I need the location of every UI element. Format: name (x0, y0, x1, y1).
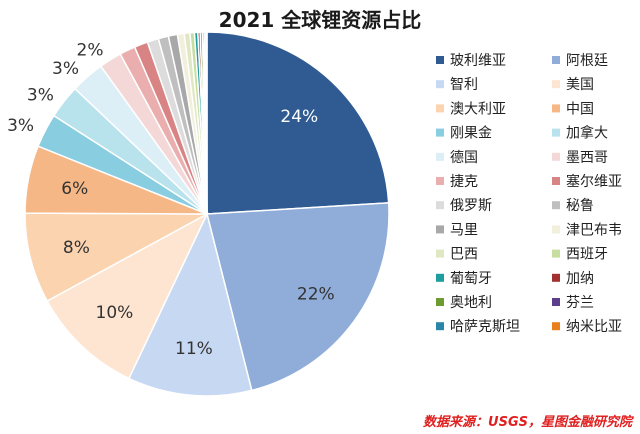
legend-swatch-5 (436, 104, 444, 113)
legend-label-12: 塞尔维亚 (566, 173, 622, 190)
legend-swatch-24 (552, 322, 560, 331)
legend-label-24: 纳米比亚 (566, 319, 622, 335)
legend-label-6: 中国 (566, 101, 594, 117)
legend-label-16: 津巴布韦 (566, 222, 622, 238)
legend-label-1: 玻利维亚 (450, 53, 506, 69)
legend-swatch-6 (552, 104, 560, 113)
legend-swatch-8 (552, 128, 560, 137)
slice-data-label-7: 3% (7, 116, 34, 136)
legend-swatch-15 (436, 225, 444, 234)
legend-label-8: 加拿大 (566, 125, 608, 142)
slice-data-label-3: 11% (175, 339, 213, 359)
legend-swatch-13 (436, 201, 444, 210)
legend-swatch-18 (552, 249, 560, 258)
slice-data-label-5: 8% (63, 238, 90, 258)
legend-label-3: 智利 (450, 77, 478, 93)
legend-swatch-7 (436, 128, 444, 137)
legend-swatch-21 (436, 298, 444, 306)
slice-data-label-8: 3% (27, 85, 54, 105)
legend-label-18: 西班牙 (566, 247, 608, 263)
legend-swatch-19 (436, 273, 444, 282)
slice-data-label-6: 6% (61, 179, 88, 199)
legend-label-7: 刚果金 (450, 126, 492, 142)
slice-data-label-4: 10% (96, 303, 134, 323)
legend-label-19: 葡萄牙 (450, 271, 492, 287)
slice-data-label-10: 2% (77, 41, 104, 61)
slice-data-label-1: 24% (280, 107, 318, 127)
pie-slice-3 (127, 211, 253, 397)
legend-swatch-2 (552, 56, 560, 64)
slice-data-label-2: 22% (297, 284, 335, 304)
legend-label-22: 芬兰 (566, 295, 594, 311)
legend-label-4: 美国 (566, 77, 594, 93)
legend-label-21: 奥地利 (450, 294, 492, 311)
slice-data-label-9: 3% (52, 59, 79, 79)
legend-label-20: 加纳 (566, 271, 594, 287)
pie-slice-1 (206, 31, 390, 215)
legend-swatch-16 (552, 225, 560, 234)
pie-slice-4 (46, 212, 209, 380)
legend-swatch-9 (436, 152, 444, 161)
pie-slice-24 (205, 31, 208, 215)
data-source-note: 数据来源：USGS，星图金融研究院 (423, 415, 632, 430)
legend-label-9: 德国 (450, 150, 478, 166)
legend-label-11: 捷克 (450, 174, 478, 190)
legend-swatch-12 (552, 177, 560, 185)
legend-label-2: 阿根廷 (566, 53, 608, 69)
legend-swatch-11 (436, 177, 444, 185)
legend-label-14: 秘鲁 (566, 198, 594, 214)
legend-swatch-14 (552, 201, 560, 210)
legend-label-10: 墨西哥 (566, 150, 608, 166)
legend-label-13: 俄罗斯 (450, 198, 492, 214)
legend-swatch-23 (436, 322, 444, 331)
legend-swatch-22 (552, 298, 560, 306)
chart-title: 2021 全球锂资源占比 (218, 8, 422, 32)
legend-label-17: 巴西 (450, 247, 478, 263)
legend-swatch-20 (552, 273, 560, 282)
pie-slice-5 (24, 212, 208, 303)
legend-swatch-3 (436, 80, 444, 89)
legend-label-15: 马里 (450, 222, 478, 238)
legend-swatch-1 (436, 56, 444, 64)
pie-slice-2 (206, 202, 390, 392)
legend-swatch-4 (552, 80, 560, 89)
legend-swatch-10 (552, 152, 560, 161)
legend-label-23: 哈萨克斯坦 (450, 319, 520, 335)
legend-label-5: 澳大利亚 (450, 101, 506, 117)
legend-swatch-17 (436, 249, 444, 258)
